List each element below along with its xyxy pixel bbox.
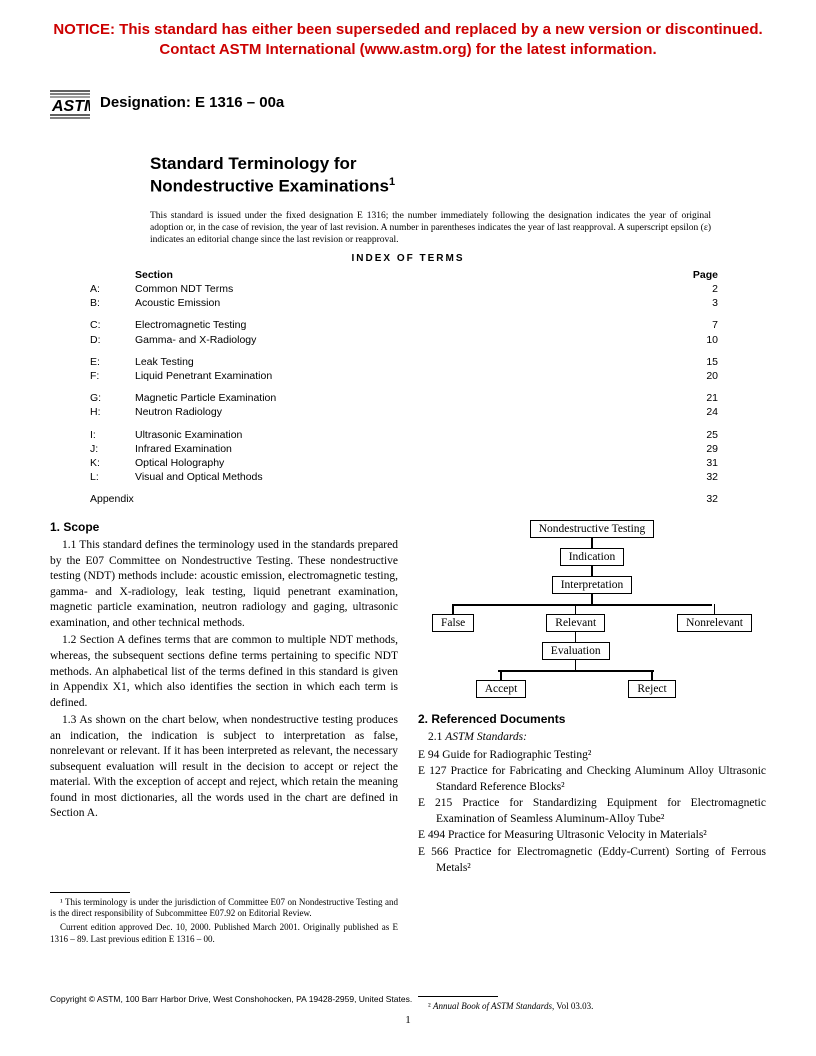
scope-p3: 1.3 As shown on the chart below, when no… xyxy=(50,713,398,822)
index-row: H:Neutron Radiology24 xyxy=(90,405,718,419)
index-table: Section Page A:Common NDT Terms2B:Acoust… xyxy=(90,268,718,506)
refs-heading: 2. Referenced Documents xyxy=(418,712,766,726)
astm-logo-icon: ASTM xyxy=(50,83,90,123)
chart-node-false: False xyxy=(432,614,474,632)
issue-note: This standard is issued under the fixed … xyxy=(150,211,711,247)
chart-node-reject: Reject xyxy=(628,680,675,698)
title-line2: Nondestructive Examinations xyxy=(150,176,389,195)
notice-line2: Contact ASTM International (www.astm.org… xyxy=(159,41,656,58)
chart-node-relevant: Relevant xyxy=(546,614,605,632)
index-title: INDEX OF TERMS xyxy=(50,253,766,264)
footnote-right-divider xyxy=(418,996,498,997)
title-line1: Standard Terminology for xyxy=(150,154,357,173)
svg-text:ASTM: ASTM xyxy=(51,98,90,115)
ref-item: E 494 Practice for Measuring Ultrasonic … xyxy=(418,828,766,844)
flowchart: Nondestructive Testing Indication Interp… xyxy=(418,520,766,698)
index-row: L:Visual and Optical Methods32 xyxy=(90,470,718,484)
two-column-body: 1. Scope 1.1 This standard defines the t… xyxy=(50,520,766,1011)
index-row: K:Optical Holography31 xyxy=(90,456,718,470)
chart-node-interpretation: Interpretation xyxy=(552,576,633,594)
title-sup: 1 xyxy=(389,176,395,188)
scope-p1: 1.1 This standard defines the terminolog… xyxy=(50,538,398,631)
designation-text: Designation: E 1316 – 00a xyxy=(100,94,284,111)
footnote-1: ¹ This terminology is under the jurisdic… xyxy=(50,897,398,920)
appendix-label: Appendix xyxy=(90,492,154,506)
index-row: C:Electromagnetic Testing7 xyxy=(90,318,718,332)
document-title: Standard Terminology for Nondestructive … xyxy=(150,153,766,198)
copyright-text: Copyright © ASTM, 100 Barr Harbor Drive,… xyxy=(50,994,412,1004)
index-row: J:Infrared Examination29 xyxy=(90,442,718,456)
index-row: F:Liquid Penetrant Examination20 xyxy=(90,369,718,383)
index-row: A:Common NDT Terms2 xyxy=(90,282,718,296)
ref-item: E 215 Practice for Standardizing Equipme… xyxy=(418,796,766,827)
index-row: G:Magnetic Particle Examination21 xyxy=(90,391,718,405)
left-column: 1. Scope 1.1 This standard defines the t… xyxy=(50,520,398,1011)
ref-item: E 127 Practice for Fabricating and Check… xyxy=(418,764,766,795)
footnote-divider xyxy=(50,892,130,893)
chart-node-evaluation: Evaluation xyxy=(542,642,610,660)
chart-node-nonrelevant: Nonrelevant xyxy=(677,614,752,632)
refs-sub: 2.1 ASTM Standards: xyxy=(418,730,766,746)
chart-node-indication: Indication xyxy=(560,548,625,566)
page-number: 1 xyxy=(0,1014,816,1026)
header-row: ASTM Designation: E 1316 – 00a xyxy=(50,83,766,123)
notice-banner: NOTICE: This standard has either been su… xyxy=(50,20,766,61)
chart-node-accept: Accept xyxy=(476,680,527,698)
index-row: D:Gamma- and X-Radiology10 xyxy=(90,333,718,347)
footnote-2: Current edition approved Dec. 10, 2000. … xyxy=(50,922,398,945)
scope-heading: 1. Scope xyxy=(50,520,398,534)
right-column: Nondestructive Testing Indication Interp… xyxy=(418,520,766,1011)
header-section: Section xyxy=(135,268,683,282)
ref-item: E 566 Practice for Electromagnetic (Eddy… xyxy=(418,845,766,876)
index-row: I:Ultrasonic Examination25 xyxy=(90,428,718,442)
appendix-row: Appendix 32 xyxy=(90,492,718,506)
footnote-right: ² Annual Book of ASTM Standards, Vol 03.… xyxy=(418,1001,766,1011)
index-row: E:Leak Testing15 xyxy=(90,355,718,369)
scope-p2: 1.2 Section A defines terms that are com… xyxy=(50,633,398,711)
header-page: Page xyxy=(683,268,718,282)
notice-line1: NOTICE: This standard has either been su… xyxy=(53,21,762,38)
ref-item: E 94 Guide for Radiographic Testing² xyxy=(418,748,766,764)
index-row: B:Acoustic Emission3 xyxy=(90,296,718,310)
chart-node-ndt: Nondestructive Testing xyxy=(530,520,655,538)
appendix-page: 32 xyxy=(683,492,718,506)
